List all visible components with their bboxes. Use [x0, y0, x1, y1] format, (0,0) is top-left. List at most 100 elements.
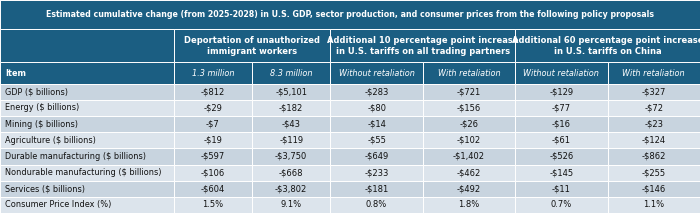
- Bar: [0, 116, 174, 132]
- Text: -$649: -$649: [365, 152, 388, 161]
- Bar: [0, 100, 174, 116]
- Text: Additional 60 percentage point increase
in U.S. tariffs on China: Additional 60 percentage point increase …: [512, 36, 700, 56]
- Bar: [515, 116, 608, 132]
- Bar: [174, 100, 252, 116]
- Text: Durable manufacturing ($ billions): Durable manufacturing ($ billions): [5, 152, 146, 161]
- Bar: [330, 116, 423, 132]
- Text: -$3,750: -$3,750: [275, 152, 307, 161]
- Text: 9.1%: 9.1%: [281, 200, 302, 209]
- Text: 8.3 million: 8.3 million: [270, 69, 312, 78]
- Bar: [515, 148, 608, 164]
- Text: -$106: -$106: [201, 168, 225, 177]
- Text: Consumer Price Index (%): Consumer Price Index (%): [5, 200, 111, 209]
- Bar: [608, 132, 700, 148]
- Text: Services ($ billions): Services ($ billions): [5, 184, 85, 193]
- Bar: [252, 62, 330, 84]
- Bar: [608, 164, 700, 181]
- Bar: [174, 132, 252, 148]
- Text: Additional 10 percentage point increase
in U.S. tariffs on all trading partners: Additional 10 percentage point increase …: [327, 36, 519, 56]
- Bar: [174, 29, 330, 62]
- Bar: [423, 181, 515, 197]
- Text: -$146: -$146: [642, 184, 666, 193]
- Text: 1.5%: 1.5%: [202, 200, 223, 209]
- Text: -$604: -$604: [201, 184, 225, 193]
- Text: -$14: -$14: [368, 120, 386, 129]
- Text: -$61: -$61: [552, 136, 571, 145]
- Bar: [423, 116, 515, 132]
- Text: -$11: -$11: [552, 184, 570, 193]
- Bar: [608, 181, 700, 197]
- Text: 0.7%: 0.7%: [551, 200, 572, 209]
- Bar: [252, 100, 330, 116]
- Text: -$16: -$16: [552, 120, 571, 129]
- Text: -$129: -$129: [550, 87, 573, 96]
- Text: -$77: -$77: [552, 104, 571, 112]
- Text: -$5,101: -$5,101: [275, 87, 307, 96]
- Bar: [330, 29, 515, 62]
- Text: -$102: -$102: [457, 136, 481, 145]
- Text: -$119: -$119: [279, 136, 303, 145]
- Text: -$233: -$233: [365, 168, 388, 177]
- Bar: [252, 164, 330, 181]
- Bar: [423, 100, 515, 116]
- Bar: [423, 84, 515, 100]
- Text: -$19: -$19: [204, 136, 222, 145]
- Text: -$283: -$283: [365, 87, 388, 96]
- Bar: [252, 148, 330, 164]
- Bar: [608, 84, 700, 100]
- Bar: [515, 100, 608, 116]
- Text: -$492: -$492: [457, 184, 481, 193]
- Bar: [608, 116, 700, 132]
- Text: -$181: -$181: [365, 184, 388, 193]
- Bar: [174, 197, 252, 213]
- Text: Deportation of unauthorized
immigrant workers: Deportation of unauthorized immigrant wo…: [184, 36, 320, 56]
- Bar: [330, 164, 423, 181]
- Text: -$668: -$668: [279, 168, 304, 177]
- Text: Without retaliation: Without retaliation: [524, 69, 599, 78]
- Bar: [515, 164, 608, 181]
- Text: -$462: -$462: [457, 168, 481, 177]
- Bar: [0, 132, 174, 148]
- Bar: [330, 100, 423, 116]
- Text: -$23: -$23: [644, 120, 664, 129]
- Text: Estimated cumulative change (from 2025-2028) in U.S. GDP, sector production, and: Estimated cumulative change (from 2025-2…: [46, 10, 654, 19]
- Text: With retaliation: With retaliation: [438, 69, 500, 78]
- Bar: [252, 197, 330, 213]
- Text: 1.3 million: 1.3 million: [192, 69, 234, 78]
- Bar: [0, 197, 174, 213]
- Text: -$721: -$721: [457, 87, 481, 96]
- Bar: [174, 148, 252, 164]
- Bar: [608, 148, 700, 164]
- Bar: [174, 116, 252, 132]
- Bar: [515, 29, 700, 62]
- Bar: [515, 62, 608, 84]
- Bar: [423, 164, 515, 181]
- Bar: [330, 132, 423, 148]
- Bar: [174, 84, 252, 100]
- Text: 1.8%: 1.8%: [458, 200, 480, 209]
- Text: -$124: -$124: [642, 136, 666, 145]
- Text: GDP ($ billions): GDP ($ billions): [5, 87, 68, 96]
- Text: -$26: -$26: [459, 120, 479, 129]
- Bar: [608, 62, 700, 84]
- Text: -$1,402: -$1,402: [453, 152, 485, 161]
- Bar: [174, 164, 252, 181]
- Bar: [252, 132, 330, 148]
- Text: Agriculture ($ billions): Agriculture ($ billions): [5, 136, 96, 145]
- Bar: [174, 181, 252, 197]
- Bar: [252, 116, 330, 132]
- Bar: [330, 62, 423, 84]
- Bar: [252, 84, 330, 100]
- Text: -$72: -$72: [644, 104, 664, 112]
- Bar: [515, 197, 608, 213]
- Bar: [252, 181, 330, 197]
- Text: -$3,802: -$3,802: [275, 184, 307, 193]
- Text: With retaliation: With retaliation: [622, 69, 685, 78]
- Text: -$7: -$7: [206, 120, 220, 129]
- Text: -$80: -$80: [367, 104, 386, 112]
- Bar: [0, 181, 174, 197]
- Bar: [515, 181, 608, 197]
- Text: -$327: -$327: [642, 87, 666, 96]
- Text: 1.1%: 1.1%: [643, 200, 664, 209]
- Bar: [515, 84, 608, 100]
